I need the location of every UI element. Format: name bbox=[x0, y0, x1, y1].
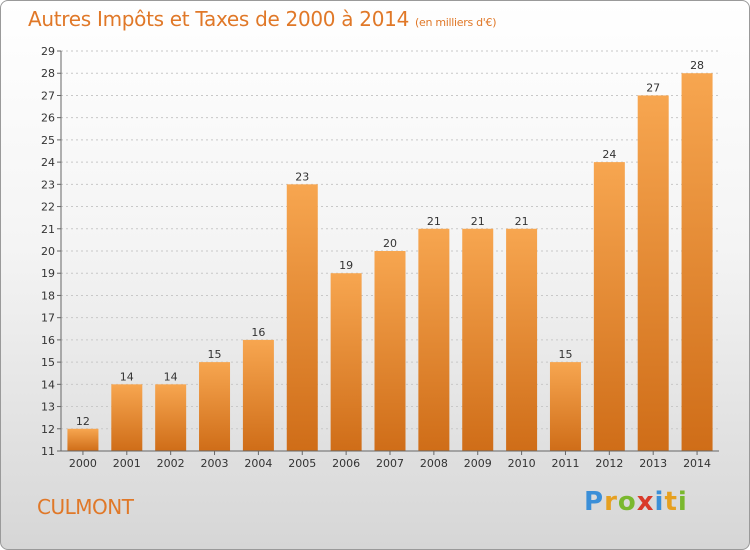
data-label: 19 bbox=[339, 259, 353, 272]
y-tick-label: 16 bbox=[41, 334, 55, 347]
x-tick-label: 2005 bbox=[288, 457, 316, 470]
x-tick-label: 2008 bbox=[420, 457, 448, 470]
place-name: CULMONT bbox=[37, 495, 134, 519]
x-tick-label: 2007 bbox=[376, 457, 404, 470]
bar bbox=[67, 428, 99, 451]
logo-letter: i bbox=[677, 487, 688, 517]
bar bbox=[593, 162, 625, 451]
x-tick-label: 2002 bbox=[157, 457, 185, 470]
data-label: 20 bbox=[383, 237, 397, 250]
bar bbox=[199, 362, 231, 451]
x-tick-label: 2009 bbox=[464, 457, 492, 470]
data-label: 23 bbox=[295, 170, 309, 183]
bar bbox=[242, 339, 274, 451]
logo-letter: i bbox=[654, 487, 665, 517]
data-label: 15 bbox=[558, 348, 572, 361]
x-tick-label: 2000 bbox=[69, 457, 97, 470]
proxiti-logo: Proxiti bbox=[584, 487, 688, 517]
x-tick-label: 2004 bbox=[244, 457, 272, 470]
title-text: Autres Impôts et Taxes de 2000 à 2014 bbox=[28, 7, 409, 31]
unit-label: (en milliers d'€) bbox=[415, 16, 497, 29]
y-tick-label: 17 bbox=[41, 312, 55, 325]
y-tick-label: 14 bbox=[41, 378, 55, 391]
y-tick-label: 21 bbox=[41, 223, 55, 236]
y-tick-label: 25 bbox=[41, 134, 55, 147]
logo-letter: P bbox=[584, 487, 605, 517]
bar bbox=[155, 384, 187, 451]
y-tick-label: 23 bbox=[41, 178, 55, 191]
data-label: 28 bbox=[690, 59, 704, 72]
data-label: 16 bbox=[251, 326, 265, 339]
y-tick-label: 27 bbox=[41, 89, 55, 102]
x-tick-label: 2014 bbox=[683, 457, 711, 470]
data-label: 27 bbox=[646, 81, 660, 94]
logo-letter: x bbox=[636, 487, 655, 517]
data-label: 21 bbox=[471, 215, 485, 228]
bar bbox=[462, 228, 494, 451]
y-tick-label: 26 bbox=[41, 112, 55, 125]
data-label: 14 bbox=[120, 370, 134, 383]
bar bbox=[286, 184, 318, 452]
data-label: 21 bbox=[515, 215, 529, 228]
x-tick-label: 2013 bbox=[639, 457, 667, 470]
y-tick-label: 22 bbox=[41, 201, 55, 214]
bar bbox=[506, 228, 538, 451]
y-tick-label: 20 bbox=[41, 245, 55, 258]
logo-letter: t bbox=[664, 487, 678, 517]
x-tick-label: 2010 bbox=[508, 457, 536, 470]
y-tick-label: 24 bbox=[41, 156, 55, 169]
x-tick-label: 2003 bbox=[201, 457, 229, 470]
data-label: 14 bbox=[164, 370, 178, 383]
bar bbox=[549, 362, 581, 451]
y-tick-label: 29 bbox=[41, 45, 55, 58]
y-tick-label: 11 bbox=[41, 445, 55, 458]
x-tick-label: 2012 bbox=[595, 457, 623, 470]
y-tick-label: 28 bbox=[41, 67, 55, 80]
bar bbox=[637, 95, 669, 451]
bar bbox=[418, 228, 450, 451]
y-tick-label: 13 bbox=[41, 401, 55, 414]
y-tick-label: 15 bbox=[41, 356, 55, 369]
logo-letter: r bbox=[604, 487, 618, 517]
data-label: 15 bbox=[208, 348, 222, 361]
x-tick-label: 2001 bbox=[113, 457, 141, 470]
x-tick-label: 2006 bbox=[332, 457, 360, 470]
y-tick-label: 18 bbox=[41, 289, 55, 302]
data-label: 12 bbox=[76, 415, 90, 428]
data-label: 21 bbox=[427, 215, 441, 228]
x-tick-label: 2011 bbox=[551, 457, 579, 470]
bar bbox=[681, 73, 713, 451]
y-tick-label: 19 bbox=[41, 267, 55, 280]
bar bbox=[374, 251, 406, 451]
bar bbox=[111, 384, 143, 451]
bar bbox=[330, 273, 362, 451]
logo-letter: o bbox=[617, 487, 637, 517]
y-tick-label: 12 bbox=[41, 423, 55, 436]
chart-title: Autres Impôts et Taxes de 2000 à 2014 (en… bbox=[28, 7, 496, 31]
data-label: 24 bbox=[602, 148, 616, 161]
